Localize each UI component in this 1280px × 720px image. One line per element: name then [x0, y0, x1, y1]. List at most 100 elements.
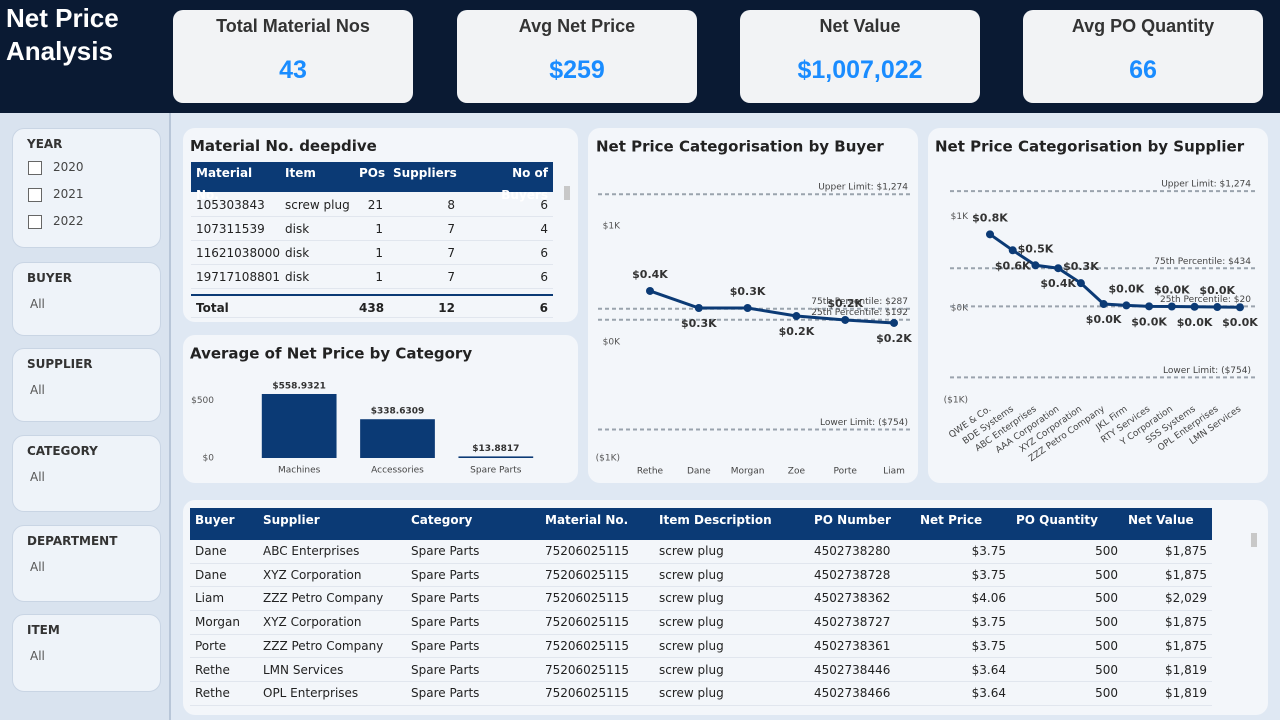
table-cell: $3.75 [915, 635, 1011, 659]
slicer-label: ITEM [27, 623, 60, 637]
table-cell: 4502738446 [809, 659, 915, 683]
table-cell: $1,819 [1123, 682, 1212, 706]
table-cell: OPL Enterprises [258, 682, 406, 706]
slicer-label: CATEGORY [27, 444, 98, 458]
table-cell: 19717108801 [191, 265, 280, 289]
table-cell: $1,819 [1123, 659, 1212, 683]
point [694, 304, 703, 313]
point [1099, 300, 1108, 309]
table-title: Material No. deepdive [190, 137, 377, 155]
x-tick-label: Liam [883, 467, 905, 477]
table-cell: 105303843 [191, 193, 280, 217]
table-cell: $3.75 [915, 611, 1011, 635]
deepdive-card [183, 128, 578, 322]
column-header: Material No. [540, 508, 654, 540]
table-cell: disk [280, 241, 354, 265]
slicer-option: 2022 [53, 214, 84, 228]
kpi-card: Net Value $1,007,022 [740, 10, 980, 103]
table-cell: 7 [388, 241, 460, 265]
table-cell: 4502738466 [809, 682, 915, 706]
data-label: $0.3K [681, 317, 717, 330]
data-label: $0.0K [1199, 284, 1235, 297]
scrollbar[interactable] [1251, 533, 1257, 547]
column-header: Net Value [1123, 508, 1212, 540]
kpi-label: Total Material Nos [216, 16, 370, 36]
table-cell: 4502738727 [809, 611, 915, 635]
slicer[interactable]: CATEGORY All [12, 435, 161, 512]
table-cell: 500 [1011, 611, 1123, 635]
table-cell: $1,875 [1123, 564, 1212, 588]
table-cell: Porte [190, 635, 258, 659]
slicer[interactable]: SUPPLIER All [12, 348, 161, 422]
reference-label: 25th Percentile: $192 [811, 308, 908, 318]
slicer[interactable]: ITEM All [12, 614, 161, 692]
table-cell: 6 [460, 193, 553, 217]
y-tick-label: $1K [603, 222, 621, 232]
slicer-value[interactable]: All [30, 297, 45, 311]
checkbox[interactable] [28, 215, 42, 229]
total-cell: 6 [460, 294, 553, 318]
reference-label: Upper Limit: $1,274 [1161, 180, 1251, 190]
checkbox[interactable] [28, 161, 42, 175]
slicer[interactable]: BUYER All [12, 262, 161, 336]
kpi-value: $1,007,022 [797, 56, 923, 84]
y-tick-label: $0K [603, 338, 621, 348]
y-tick-label: $500 [191, 396, 214, 406]
data-label: $0.0K [1177, 316, 1213, 329]
slicer-value[interactable]: All [30, 560, 45, 574]
table-cell: $4.06 [915, 587, 1011, 612]
reference-label: 75th Percentile: $287 [811, 297, 908, 307]
slicer-value[interactable]: All [30, 383, 45, 397]
table-cell: Liam [190, 587, 258, 612]
data-label: $0.6K [995, 259, 1031, 272]
x-tick-label: Morgan [731, 467, 765, 477]
x-tick-label: Rethe [637, 467, 664, 477]
reference-label: Lower Limit: ($754) [820, 418, 908, 428]
bar [360, 419, 435, 458]
data-label: $0.0K [1131, 315, 1167, 328]
table-cell: $3.64 [915, 659, 1011, 683]
table-cell: disk [280, 217, 354, 241]
table-cell: 7 [388, 217, 460, 241]
x-tick-label: Machines [278, 466, 321, 476]
kpi-card: Avg Net Price $259 [457, 10, 697, 103]
table-cell: 500 [1011, 587, 1123, 612]
total-label: Total [191, 294, 354, 318]
table-cell: Spare Parts [406, 659, 540, 683]
point [890, 318, 898, 327]
table-cell: screw plug [654, 635, 809, 659]
slicer[interactable]: YEAR 2020 2021 2022 [12, 128, 161, 248]
table-cell: 1 [354, 241, 388, 265]
table-cell: 1 [354, 217, 388, 241]
table-cell: Rethe [190, 682, 258, 706]
x-tick-label: Spare Parts [470, 466, 522, 476]
table-cell: Dane [190, 540, 258, 564]
table-cell: Spare Parts [406, 635, 540, 659]
data-label: $0.4K [1040, 277, 1076, 290]
point [646, 286, 654, 295]
column-header: No of Buyers [460, 162, 553, 202]
scrollbar[interactable] [564, 186, 570, 200]
data-label: $0.0K [1222, 316, 1258, 329]
table-cell: screw plug [654, 540, 809, 564]
kpi-value: $259 [549, 56, 605, 84]
table-cell: LMN Services [258, 659, 406, 683]
chart-title: Average of Net Price by Category [190, 345, 472, 363]
table-cell: screw plug [654, 611, 809, 635]
point [1076, 279, 1085, 288]
reference-label: 75th Percentile: $434 [1154, 257, 1251, 267]
table-cell: $1,875 [1123, 540, 1212, 564]
slicer-value[interactable]: All [30, 649, 45, 663]
slicer-value[interactable]: All [30, 470, 45, 484]
bar [458, 456, 534, 458]
table-cell: 4502738280 [809, 540, 915, 564]
table-cell: screw plug [654, 587, 809, 612]
table-cell: 7 [388, 265, 460, 289]
table-cell: Spare Parts [406, 540, 540, 564]
slicer[interactable]: DEPARTMENT All [12, 525, 161, 602]
checkbox[interactable] [28, 188, 42, 202]
column-header: POs [354, 162, 388, 192]
table-cell: XYZ Corporation [258, 611, 406, 635]
data-label: $0.5K [1018, 242, 1054, 255]
kpi-label: Avg Net Price [518, 16, 636, 36]
